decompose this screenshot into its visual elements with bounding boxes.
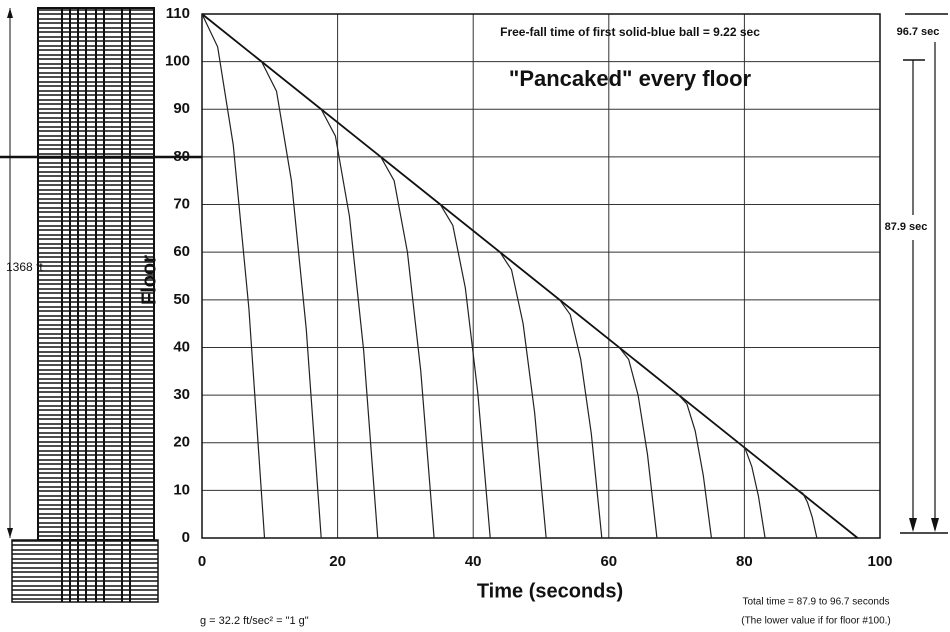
- x-tick-label: 20: [329, 553, 346, 570]
- chart-title: "Pancaked" every floor: [509, 66, 752, 91]
- fall-curve: [261, 61, 322, 539]
- fall-curve: [439, 204, 491, 539]
- fall-curve: [380, 156, 435, 539]
- x-axis-label: Time (seconds): [477, 580, 623, 602]
- plot-area: [201, 13, 881, 539]
- fall-curve: [738, 442, 766, 539]
- y-tick-label: 60: [173, 243, 190, 260]
- y-tick-label: 100: [165, 53, 190, 70]
- total-time-note: Total time = 87.9 to 96.7 seconds: [742, 597, 889, 608]
- fall-curve: [499, 251, 547, 539]
- y-tick-label: 80: [173, 148, 190, 165]
- fall-curve: [559, 299, 603, 539]
- tower-height-label: 1368 ft: [6, 260, 43, 274]
- plot-frame: [201, 13, 881, 539]
- fall-curve: [201, 13, 266, 539]
- floor100-time-label: 87.9 sec: [885, 221, 928, 233]
- lower-value-note: (The lower value if for floor #100.): [741, 616, 891, 627]
- fall-curve: [678, 394, 713, 539]
- freefall-note: Free-fall time of first solid-blue ball …: [500, 25, 760, 39]
- time-arrows: [900, 13, 948, 534]
- gravity-note: g = 32.2 ft/sec² = "1 g": [200, 615, 309, 627]
- fall-curve: [797, 489, 818, 539]
- x-tick-label: 80: [736, 553, 753, 570]
- y-axis-label: Floor: [138, 255, 160, 305]
- y-tick-label: 20: [173, 434, 190, 451]
- x-tick-label: 40: [465, 553, 482, 570]
- y-tick-label: 110: [166, 5, 190, 22]
- x-tick-label: 0: [198, 553, 206, 570]
- y-tick-label: 0: [182, 529, 190, 546]
- y-tick-label: 40: [173, 338, 190, 355]
- y-tick-label: 10: [173, 481, 190, 498]
- total-time-label: 96.7 sec: [897, 26, 940, 38]
- fall-curve: [618, 347, 658, 539]
- y-tick-label: 50: [173, 291, 190, 308]
- x-tick-label: 100: [867, 553, 892, 570]
- y-tick-label: 70: [173, 196, 190, 213]
- x-tick-label: 60: [600, 553, 617, 570]
- tower-drawing: [0, 7, 202, 603]
- fall-curve: [320, 108, 379, 539]
- collapse-front-line: [201, 13, 859, 539]
- y-tick-label: 90: [173, 100, 190, 117]
- y-tick-label: 30: [173, 386, 190, 403]
